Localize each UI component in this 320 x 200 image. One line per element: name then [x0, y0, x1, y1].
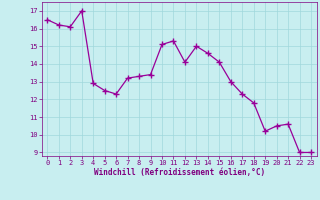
X-axis label: Windchill (Refroidissement éolien,°C): Windchill (Refroidissement éolien,°C)	[94, 168, 265, 177]
